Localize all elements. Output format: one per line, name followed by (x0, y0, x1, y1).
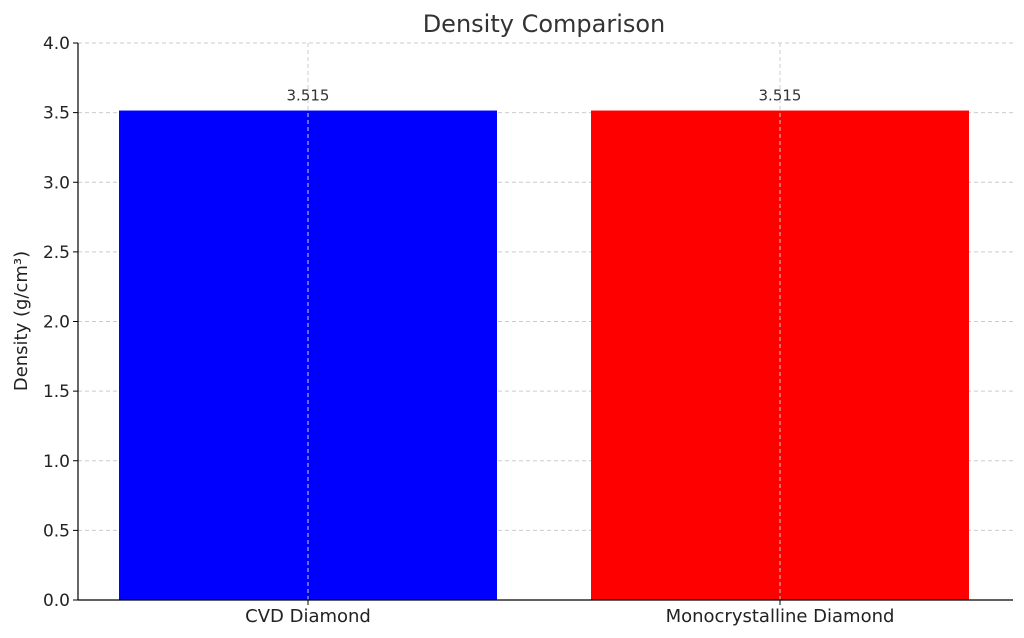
y-tick-label: 2.0 (43, 313, 70, 333)
bar-layer: 3.515 3.515 (119, 43, 969, 600)
y-tick-label: 1.5 (43, 382, 70, 402)
y-tick-label: 0.5 (43, 521, 70, 541)
y-tick-label: 2.5 (43, 243, 70, 263)
x-tick-label: Monocrystalline Diamond (666, 606, 895, 627)
x-tick-label: CVD Diamond (245, 606, 371, 627)
y-tick-label: 0.0 (43, 591, 70, 611)
y-tick-label: 3.0 (43, 173, 70, 193)
y-tick-label: 1.0 (43, 452, 70, 472)
y-tick-label: 3.5 (43, 104, 70, 124)
y-axis-title: Density (g/cm³) (11, 251, 32, 391)
bar-value-label: 3.515 (759, 87, 802, 105)
chart-title: Density Comparison (423, 10, 666, 38)
axis-layer: 0.0 0.5 1.0 1.5 2.0 2.5 3.0 3.5 4.0 CVD Diamond Mo… (43, 34, 1013, 627)
bar-value-label: 3.515 (287, 87, 330, 105)
y-tick-label: 4.0 (43, 34, 70, 54)
